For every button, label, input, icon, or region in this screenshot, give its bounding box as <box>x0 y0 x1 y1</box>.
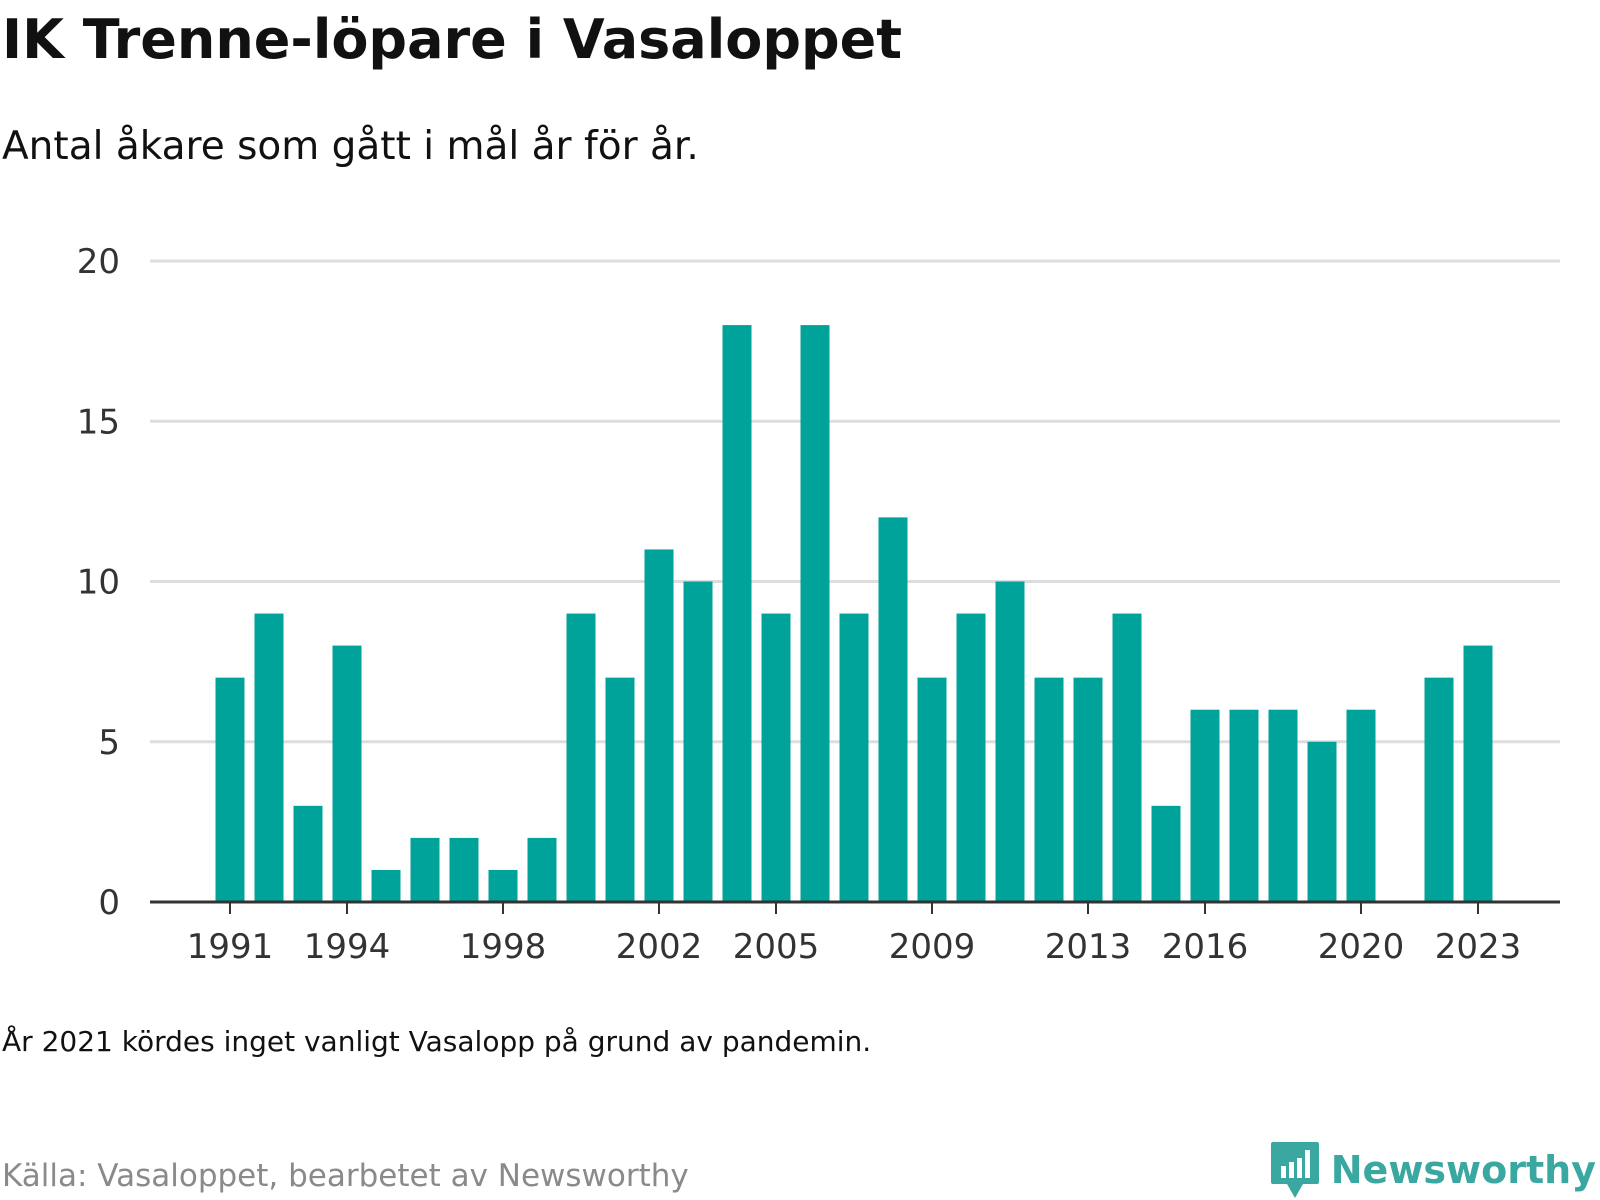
bar-2019 <box>1307 741 1337 902</box>
x-tick-label: 2016 <box>1162 927 1249 967</box>
chart-subtitle: Antal åkare som gått i mål år för år. <box>2 124 699 169</box>
bar-2001 <box>605 677 635 902</box>
bar-2023 <box>1463 645 1493 902</box>
x-tick-label: 1994 <box>304 927 391 967</box>
bar-1999 <box>527 837 557 902</box>
bar-chart: 0 5 10 15 20 1991 1994 1998 2002 2005 2009 2013 201… <box>77 242 1560 967</box>
bar-2020 <box>1346 709 1376 902</box>
bar-1991 <box>215 677 245 902</box>
bar-1998 <box>488 869 518 902</box>
newsworthy-logo-icon <box>1270 1142 1319 1198</box>
bar-2011 <box>995 581 1025 902</box>
y-tick-label: 20 <box>77 242 120 282</box>
bar-2005 <box>761 613 791 902</box>
bar-1995 <box>371 869 401 902</box>
newsworthy-logo: Newsworthy <box>1269 1140 1596 1200</box>
y-tick-label: 0 <box>98 883 120 923</box>
y-tick-label: 15 <box>77 402 120 442</box>
x-tick-label: 2013 <box>1045 927 1132 967</box>
bar-2017 <box>1229 709 1259 902</box>
chart-note: År 2021 kördes inget vanligt Vasalopp på… <box>2 1025 872 1058</box>
bar-2006 <box>800 325 830 903</box>
bar-2015 <box>1151 805 1181 902</box>
bar-2008 <box>878 517 908 902</box>
bar-2000 <box>566 613 596 902</box>
x-tick-label: 2005 <box>733 927 820 967</box>
bar-2010 <box>956 613 986 902</box>
y-tick-label: 10 <box>77 563 120 603</box>
bar-1992 <box>254 613 284 902</box>
x-axis: 1991 1994 1998 2002 2005 2009 2013 2016 2020 2023 <box>150 900 1560 967</box>
bar-2004 <box>722 325 752 903</box>
x-tick-label: 2020 <box>1318 927 1405 967</box>
bar-2003 <box>683 581 713 902</box>
chart-title: IK Trenne-löpare i Vasaloppet <box>2 8 903 71</box>
x-tick-label: 2009 <box>889 927 976 967</box>
bar-1996 <box>410 837 440 902</box>
brand-name: Newsworthy <box>1330 1148 1596 1192</box>
x-tick-label: 1998 <box>460 927 547 967</box>
bar-2018 <box>1268 709 1298 902</box>
bar-1993 <box>293 805 323 902</box>
bars <box>215 325 1493 903</box>
source-credit: Källa: Vasaloppet, bearbetet av Newswort… <box>2 1158 689 1194</box>
bar-2014 <box>1112 613 1142 902</box>
bar-2022 <box>1424 677 1454 902</box>
bar-2012 <box>1034 677 1064 902</box>
x-tick-label: 2002 <box>616 927 703 967</box>
bar-2013 <box>1073 677 1103 902</box>
bar-2009 <box>917 677 947 902</box>
bar-1994 <box>332 645 362 902</box>
bar-2016 <box>1190 709 1220 902</box>
bar-2002 <box>644 549 674 902</box>
x-tick-label: 2023 <box>1435 927 1522 967</box>
x-tick-label: 1991 <box>187 927 274 967</box>
bar-2007 <box>839 613 869 902</box>
y-tick-label: 5 <box>98 723 120 763</box>
y-axis-labels: 0 5 10 15 20 <box>77 242 120 923</box>
bar-1997 <box>449 837 479 902</box>
